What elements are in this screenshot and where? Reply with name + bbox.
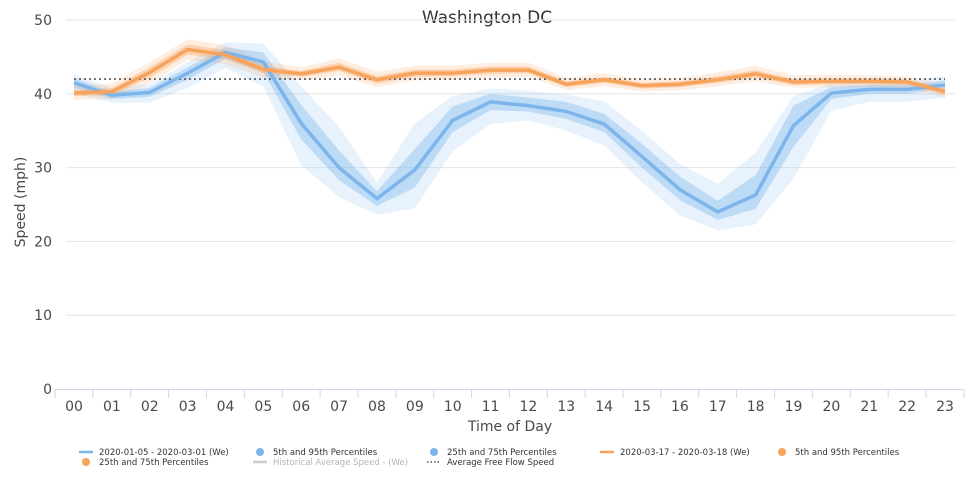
percentile-bands (74, 39, 945, 231)
legend-label: 25th and 75th Percentiles (99, 458, 209, 468)
series-2-line (73, 47, 946, 95)
x-tick-label: 00 (65, 399, 83, 415)
y-tick-label: 0 (43, 382, 52, 398)
legend-item: 2020-03-17 - 2020-03-18 (We) (600, 448, 750, 458)
x-tick-label: 17 (709, 399, 727, 415)
legend-dot-symbol (256, 448, 264, 456)
x-tick-label: 03 (179, 399, 197, 415)
x-tick-label: 18 (747, 399, 765, 415)
x-tick-label: 11 (482, 399, 500, 415)
legend-label: 25th and 75th Percentiles (447, 448, 557, 458)
x-tick-label: 13 (557, 399, 575, 415)
x-tick-label: 08 (368, 399, 386, 415)
x-tick-label: 23 (936, 399, 954, 415)
y-axis-ticks: 0 10 20 30 40 50 (34, 13, 52, 398)
x-axis-title: Time of Day (467, 419, 552, 435)
y-tick-label: 50 (34, 13, 52, 29)
legend-item: 5th and 95th Percentiles (778, 448, 900, 458)
series-lines (73, 47, 946, 214)
y-tick-label: 10 (34, 308, 52, 324)
legend-label: 2020-03-17 - 2020-03-18 (We) (620, 448, 750, 458)
series-1-line (73, 50, 946, 214)
y-axis-title: Speed (mph) (13, 157, 29, 248)
legend-label: 5th and 95th Percentiles (795, 448, 900, 458)
x-tick-label: 05 (254, 399, 272, 415)
legend-label: Historical Average Speed - (We) (273, 458, 408, 468)
x-tick-label: 09 (406, 399, 424, 415)
x-tick-label: 16 (671, 399, 689, 415)
legend-item: 5th and 95th Percentiles (256, 448, 378, 458)
legend-item: 2020-01-05 - 2020-03-01 (We) (79, 448, 229, 458)
x-tick-label: 15 (633, 399, 651, 415)
legend-dot-symbol (82, 458, 90, 466)
y-tick-label: 40 (34, 87, 52, 103)
series-1-outer-band (74, 42, 945, 231)
x-tick-label: 19 (785, 399, 803, 415)
legend-item: Average Free Flow Speed (427, 458, 554, 468)
legend-label: 2020-01-05 - 2020-03-01 (We) (99, 448, 229, 458)
y-tick-label: 20 (34, 234, 52, 250)
legend-label: Average Free Flow Speed (447, 458, 554, 468)
grid-lines (66, 19, 955, 316)
x-tick-label: 21 (860, 399, 878, 415)
legend-item: 25th and 75th Percentiles (430, 448, 557, 458)
x-tick-label: 22 (898, 399, 916, 415)
x-tick-label: 07 (330, 399, 348, 415)
legend-dot-symbol (778, 448, 786, 456)
legend: 2020-01-05 - 2020-03-01 (We) 5th and 95th… (79, 448, 900, 468)
x-tick-label: 06 (292, 399, 310, 415)
y-tick-label: 30 (34, 161, 52, 177)
x-tick-label: 14 (595, 399, 613, 415)
x-tick-label: 01 (103, 399, 121, 415)
legend-label: 5th and 95th Percentiles (273, 448, 378, 458)
x-tick-label: 12 (520, 399, 538, 415)
legend-dot-symbol (430, 448, 438, 456)
x-tick-label: 02 (141, 399, 159, 415)
x-axis: 00 01 02 03 04 05 06 07 08 09 10 11 12 13 14 15 16 17 18 19… (54, 389, 965, 415)
x-tick-label: 04 (217, 399, 235, 415)
legend-item: 25th and 75th Percentiles (82, 458, 209, 468)
x-tick-label: 10 (444, 399, 462, 415)
x-tick-label: 20 (822, 399, 840, 415)
chart-title: Washington DC (422, 8, 552, 28)
legend-item: Historical Average Speed - (We) (253, 458, 408, 468)
